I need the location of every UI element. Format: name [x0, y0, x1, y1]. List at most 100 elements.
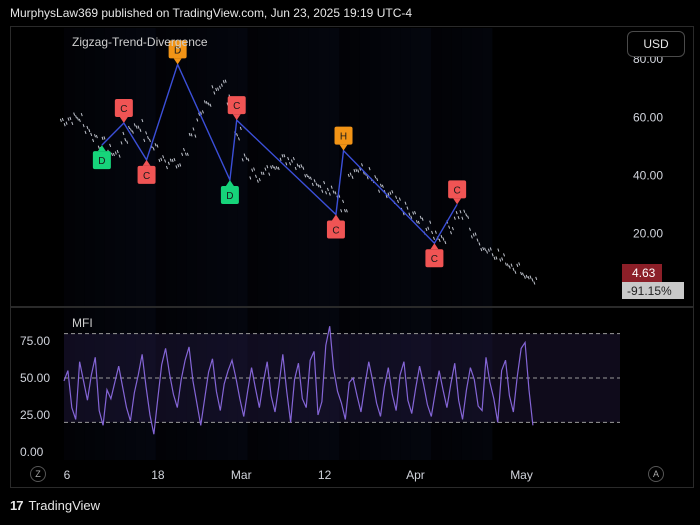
- price-point: [321, 189, 324, 193]
- price-point: [391, 190, 394, 194]
- change-badge: [622, 282, 684, 299]
- mfi-axis-tick: 0.00: [20, 445, 44, 459]
- background-stripe: [319, 28, 330, 460]
- price-point: [258, 177, 261, 182]
- background-stripe: [257, 28, 268, 460]
- background-stripe: [400, 28, 411, 460]
- price-point: [527, 276, 530, 280]
- label-text: C: [233, 101, 240, 112]
- time-axis-tick: Apr: [406, 468, 425, 482]
- price-point: [71, 121, 74, 126]
- price-point: [317, 184, 320, 188]
- price-point: [92, 138, 95, 143]
- price-axis-tick: 20.00: [633, 226, 663, 240]
- label-pointer: [331, 214, 340, 221]
- price-point: [343, 209, 346, 213]
- zigzag-label: D: [92, 145, 111, 170]
- price-point: [147, 136, 149, 140]
- currency-button[interactable]: USD: [627, 31, 685, 57]
- background-stripe: [115, 28, 126, 460]
- price-point: [200, 111, 203, 115]
- price-point: [164, 159, 167, 163]
- price-point: [122, 131, 125, 136]
- price-point: [289, 162, 292, 166]
- price-axis-tick: 60.00: [633, 110, 663, 124]
- price-point: [143, 138, 146, 143]
- price-point: [366, 176, 369, 180]
- price-point: [75, 115, 78, 119]
- price-point: [427, 226, 430, 230]
- label-box: [92, 151, 111, 170]
- price-point: [432, 236, 435, 240]
- price-point: [503, 253, 506, 257]
- label-pointer: [97, 145, 106, 152]
- price-point: [124, 138, 127, 142]
- price-point: [315, 182, 318, 186]
- zigzag-label: D: [220, 179, 239, 204]
- price-point: [109, 143, 112, 148]
- price-point: [63, 123, 66, 127]
- label-box: [425, 249, 444, 268]
- price-point: [190, 133, 193, 137]
- label-box: [168, 40, 187, 59]
- price-point: [171, 158, 174, 163]
- price-point: [512, 267, 515, 271]
- price-point: [215, 87, 218, 92]
- chart-frame: [10, 26, 694, 488]
- label-text: C: [431, 254, 438, 265]
- mfi-axis-tick: 75.00: [20, 334, 50, 348]
- price-point: [332, 190, 335, 194]
- price-point: [499, 258, 502, 262]
- price-point: [467, 215, 470, 219]
- price-point: [459, 210, 462, 214]
- price-point: [165, 165, 168, 170]
- price-point: [126, 140, 129, 144]
- price-point: [116, 149, 119, 154]
- background-stripe: [461, 28, 472, 460]
- price-point: [154, 143, 157, 147]
- price-point: [308, 175, 310, 180]
- zigzag-label: C: [448, 180, 467, 205]
- price-point: [328, 192, 331, 196]
- label-pointer: [225, 179, 234, 186]
- auto-scale-button[interactable]: A: [648, 466, 664, 482]
- background-stripe: [421, 28, 432, 460]
- price-point: [78, 118, 81, 123]
- background-stripe: [339, 28, 350, 460]
- price-point: [294, 166, 297, 171]
- price-point: [253, 167, 256, 171]
- price-point: [463, 209, 466, 213]
- background-stripe: [227, 28, 238, 460]
- price-point: [408, 212, 411, 216]
- price-point: [353, 169, 356, 173]
- background-stripe: [278, 28, 289, 460]
- price-point: [141, 118, 144, 123]
- price-point: [264, 167, 267, 171]
- price-point: [298, 164, 301, 169]
- price-point: [236, 133, 238, 137]
- background-stripe: [288, 28, 299, 460]
- time-axis-tick: May: [510, 468, 533, 482]
- price-point: [251, 168, 254, 172]
- price-point: [86, 125, 89, 130]
- last-price-label: 4.63: [632, 266, 656, 280]
- price-point: [355, 168, 358, 172]
- tradingview-logo-icon: 17: [10, 498, 24, 513]
- price-point: [465, 213, 468, 217]
- price-point: [520, 271, 523, 276]
- price-point: [207, 102, 210, 106]
- price-point: [220, 83, 223, 87]
- price-point: [156, 144, 159, 148]
- price-point: [340, 209, 343, 213]
- price-point: [256, 179, 259, 183]
- zigzag-label: C: [425, 243, 444, 268]
- background-stripe: [145, 28, 156, 460]
- price-point: [421, 217, 424, 221]
- background-stripe: [329, 28, 340, 460]
- label-box: [227, 96, 246, 115]
- zoom-reset-button[interactable]: Z: [30, 466, 46, 482]
- background-stripe: [217, 28, 228, 460]
- price-point: [179, 163, 182, 167]
- price-point: [313, 179, 316, 183]
